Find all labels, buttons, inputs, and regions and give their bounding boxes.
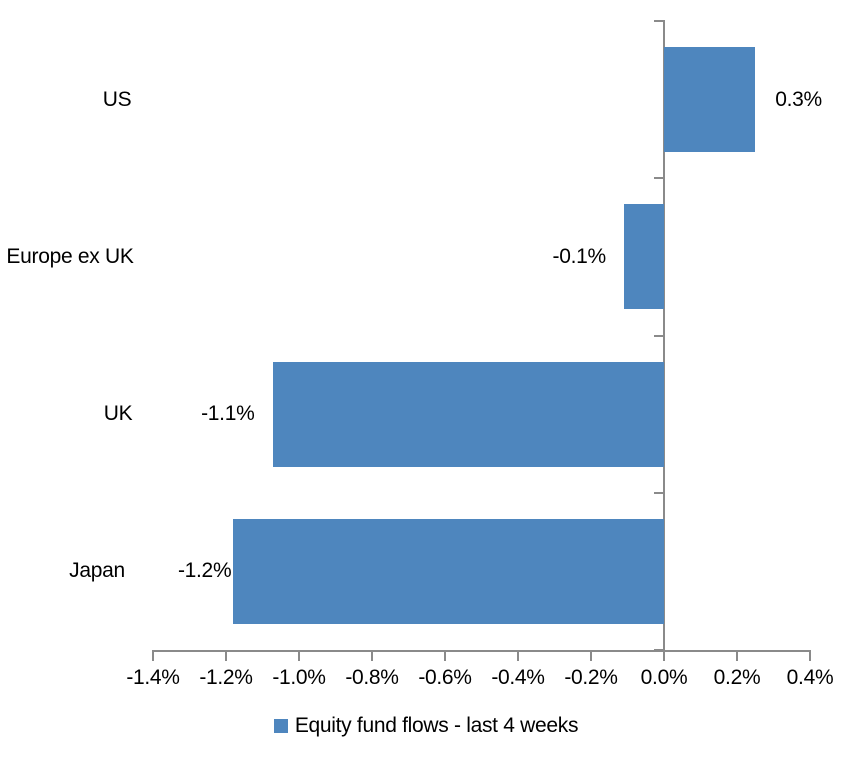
category-label-uk: UK <box>103 402 133 426</box>
category-label-japan: Japan <box>69 559 125 583</box>
y-axis-tick <box>654 649 665 651</box>
x-axis-tick <box>225 650 227 661</box>
x-axis-tick <box>736 650 738 661</box>
x-axis-tick <box>590 650 592 661</box>
legend: Equity fund flows - last 4 weeks <box>0 714 852 738</box>
value-label-europe-ex-uk: -0.1% <box>552 244 607 268</box>
value-label-japan: -1.2% <box>177 559 232 583</box>
bar-europe-ex-uk <box>623 204 664 310</box>
y-axis-tick <box>654 177 665 180</box>
x-axis-tick <box>152 650 154 661</box>
bar-japan <box>233 518 664 624</box>
x-tick-label: -1.0% <box>272 666 326 689</box>
x-axis-tick <box>298 650 300 661</box>
x-tick-label: -1.2% <box>199 666 253 689</box>
x-tick-label: -0.8% <box>345 666 399 689</box>
value-label-us: 0.3% <box>775 87 822 111</box>
x-tick-label: -0.6% <box>418 666 472 689</box>
y-axis-tick <box>654 334 665 337</box>
x-tick-label: -0.2% <box>564 666 618 689</box>
x-tick-label: 0.2% <box>713 666 761 689</box>
x-tick-label: 0.0% <box>640 666 688 689</box>
bar-us <box>664 47 756 153</box>
x-axis-tick <box>517 650 519 661</box>
category-label-us: US <box>102 87 132 111</box>
y-axis-tick <box>654 491 665 494</box>
x-axis-tick <box>663 650 665 661</box>
x-axis-line <box>152 650 811 652</box>
x-tick-label: -1.4% <box>126 666 180 689</box>
x-axis-tick <box>371 650 373 661</box>
legend-swatch <box>273 719 288 733</box>
x-axis-tick <box>809 650 811 661</box>
legend-label: Equity fund flows - last 4 weeks <box>294 714 579 737</box>
x-tick-label: -0.4% <box>491 666 545 689</box>
y-axis-line <box>663 21 665 652</box>
category-label-europe-ex-uk: Europe ex UK <box>6 244 134 268</box>
bar-uk <box>273 361 664 467</box>
y-axis-tick <box>654 20 665 22</box>
value-label-uk: -1.1% <box>201 402 255 426</box>
x-tick-label: 0.4% <box>786 666 834 689</box>
x-axis-tick <box>444 650 446 661</box>
